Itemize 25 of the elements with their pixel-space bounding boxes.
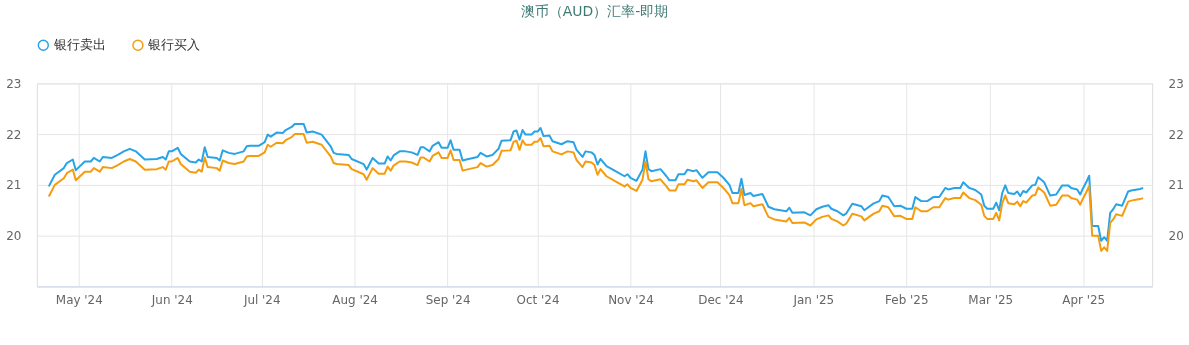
x-tick-label: Sep '24 bbox=[425, 292, 471, 307]
x-tick-label: Apr '25 bbox=[1062, 292, 1106, 307]
x-tick-label: Jan '25 bbox=[792, 292, 835, 307]
legend-label: 银行买入 bbox=[147, 37, 201, 53]
legend-label: 银行卖出 bbox=[52, 37, 106, 53]
chart-title: 澳币（AUD）汇率-即期 bbox=[520, 2, 669, 19]
x-tick-label: Oct '24 bbox=[516, 292, 560, 307]
x-tick-label: Jul '24 bbox=[242, 292, 281, 307]
y2-tick-label: 21 bbox=[1168, 178, 1184, 193]
y-tick-label: 22 bbox=[6, 127, 22, 142]
line-series bbox=[47, 133, 1145, 252]
x-tick-label: Jun '24 bbox=[150, 292, 193, 307]
y2-tick-label: 23 bbox=[1168, 76, 1184, 91]
line-series bbox=[47, 122, 1145, 242]
y-tick-label: 21 bbox=[6, 178, 22, 193]
y-tick-label: 20 bbox=[6, 229, 22, 244]
x-tick-label: Aug '24 bbox=[332, 292, 378, 307]
x-tick-label: Mar '25 bbox=[968, 292, 1014, 307]
x-tick-label: Feb '25 bbox=[885, 292, 929, 307]
x-tick-label: May '24 bbox=[55, 292, 103, 307]
y2-tick-label: 20 bbox=[1168, 229, 1184, 244]
y-tick-label: 23 bbox=[6, 76, 22, 91]
y2-tick-label: 22 bbox=[1168, 127, 1184, 142]
x-tick-label: Nov '24 bbox=[608, 292, 654, 307]
x-tick-label: Dec '24 bbox=[698, 292, 744, 307]
